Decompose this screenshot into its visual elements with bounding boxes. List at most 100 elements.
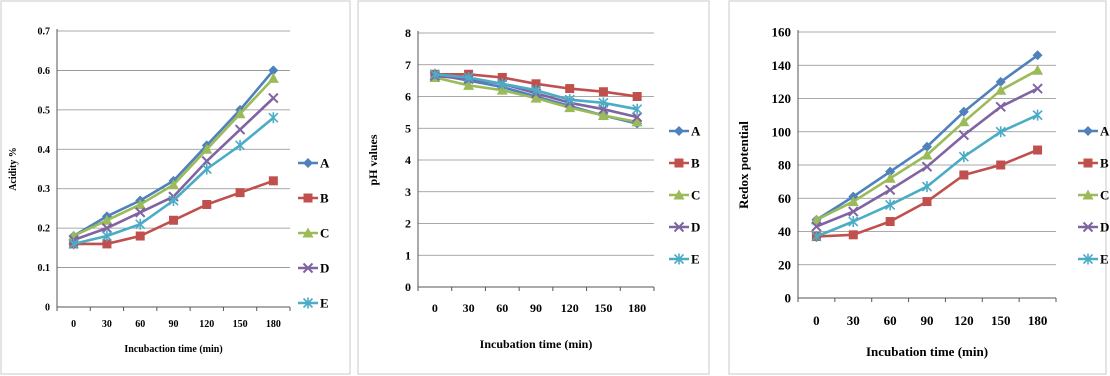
data-point: [1033, 145, 1043, 155]
legend-marker: [1082, 221, 1094, 233]
ph-chart-panel: 0 1 2 3 4 5 6 7 8 0 30 60 90 120 150 180 Incubation time…: [357, 0, 711, 376]
y-tick-label: 80: [778, 158, 791, 173]
data-point: [631, 111, 643, 123]
y-tick-label: 0.1: [38, 263, 51, 274]
data-point: [811, 221, 822, 232]
legend-marker: [673, 189, 685, 200]
data-point: [631, 116, 643, 127]
data-point: [235, 188, 245, 198]
y-tick-label: 6: [405, 90, 411, 104]
y-tick-label: 0: [45, 303, 50, 314]
data-point: [921, 181, 933, 193]
legend-item-D: D: [669, 220, 700, 235]
data-point: [135, 207, 146, 218]
legend-marker: [303, 158, 313, 168]
legend-label: D: [691, 220, 700, 235]
y-tick-label: 100: [772, 124, 792, 139]
data-point: [810, 214, 822, 225]
data-point: [463, 79, 475, 90]
chart-frame: [357, 0, 710, 375]
redox-chart-panel: 0 20 40 60 80 100 120 140 160 0 30 60 90 120 150 180 Inc…: [728, 0, 1110, 376]
y-tick-label: 160: [772, 25, 792, 40]
y-tick-label: 4: [405, 153, 411, 167]
data-point: [101, 230, 112, 242]
x-tick-label: 150: [233, 319, 248, 330]
data-point: [201, 155, 212, 167]
legend-item-E: E: [1078, 252, 1109, 267]
x-tick-label: 180: [266, 319, 281, 330]
y-tick-label: 8: [405, 26, 411, 40]
chart-frame: [728, 0, 1107, 375]
x-tick-label: 60: [135, 319, 145, 330]
y-tick-label: 0.7: [38, 27, 51, 38]
data-point: [201, 143, 213, 154]
legend-label: C: [691, 188, 700, 203]
x-tick-label: 180: [628, 301, 646, 315]
y-tick-label: 3: [405, 185, 411, 199]
data-point: [811, 230, 822, 242]
data-point: [632, 103, 643, 115]
data-point: [885, 217, 895, 227]
ph-chart: 0 1 2 3 4 5 6 7 8 0 30 60 90 120 150 180 Incubation time…: [357, 0, 710, 375]
y-tick-label: 60: [778, 191, 791, 206]
data-point: [848, 216, 859, 228]
series-E: [429, 68, 643, 115]
data-point: [268, 176, 278, 186]
data-point: [564, 94, 575, 106]
data-point: [632, 92, 642, 101]
data-point: [135, 231, 145, 241]
legend-label: E: [1100, 252, 1109, 267]
data-point: [885, 166, 896, 177]
data-point: [959, 170, 969, 180]
legend-label: A: [1100, 124, 1110, 139]
data-point: [564, 102, 576, 113]
data-point: [102, 239, 112, 249]
legend-item-E: E: [298, 296, 329, 311]
y-tick-label: 140: [772, 58, 792, 73]
data-point: [565, 84, 575, 94]
legend-label: B: [1100, 156, 1109, 171]
data-point: [530, 92, 542, 103]
x-tick-label: 150: [594, 301, 612, 315]
x-tick-label: 60: [884, 313, 897, 328]
legend-label: D: [320, 261, 329, 276]
data-point: [1032, 83, 1043, 94]
legend-label: B: [320, 191, 329, 206]
y-axis-title: pH values: [366, 134, 380, 185]
legend-item-D: D: [298, 261, 329, 276]
data-point: [530, 84, 542, 96]
legend-label: B: [691, 156, 700, 171]
data-point: [847, 196, 859, 207]
legend-label: A: [691, 124, 701, 139]
data-point: [1032, 109, 1043, 121]
y-tick-label: 120: [772, 91, 792, 106]
y-tick-label: 0.4: [38, 145, 51, 156]
legend-marker: [1083, 158, 1093, 168]
data-point: [202, 199, 212, 209]
x-tick-label: 60: [496, 301, 508, 315]
x-tick-label: 90: [169, 319, 179, 330]
x-tick-label: 120: [954, 313, 974, 328]
legend-marker: [673, 253, 685, 265]
data-point: [101, 222, 113, 234]
x-axis-title: Incubation time (min): [866, 344, 988, 359]
data-point: [921, 149, 933, 160]
data-point: [884, 184, 896, 196]
data-point: [598, 97, 609, 109]
y-tick-label: 40: [778, 224, 791, 239]
x-axis-title: Incubation time (min): [480, 337, 593, 351]
legend-marker: [1083, 126, 1093, 136]
y-tick-label: 0.2: [38, 224, 51, 235]
data-point: [531, 79, 541, 89]
legend-item-E: E: [669, 252, 700, 267]
legend-marker: [302, 297, 314, 309]
legend-label: C: [1100, 188, 1109, 203]
legend-marker: [302, 227, 314, 238]
x-tick-label: 0: [71, 319, 76, 330]
x-tick-label: 30: [102, 319, 112, 330]
y-axis-title: Acidity %: [8, 147, 19, 191]
legend-item-A: A: [298, 156, 330, 171]
data-point: [169, 215, 178, 225]
x-tick-label: 30: [463, 301, 475, 315]
data-point: [168, 195, 179, 207]
